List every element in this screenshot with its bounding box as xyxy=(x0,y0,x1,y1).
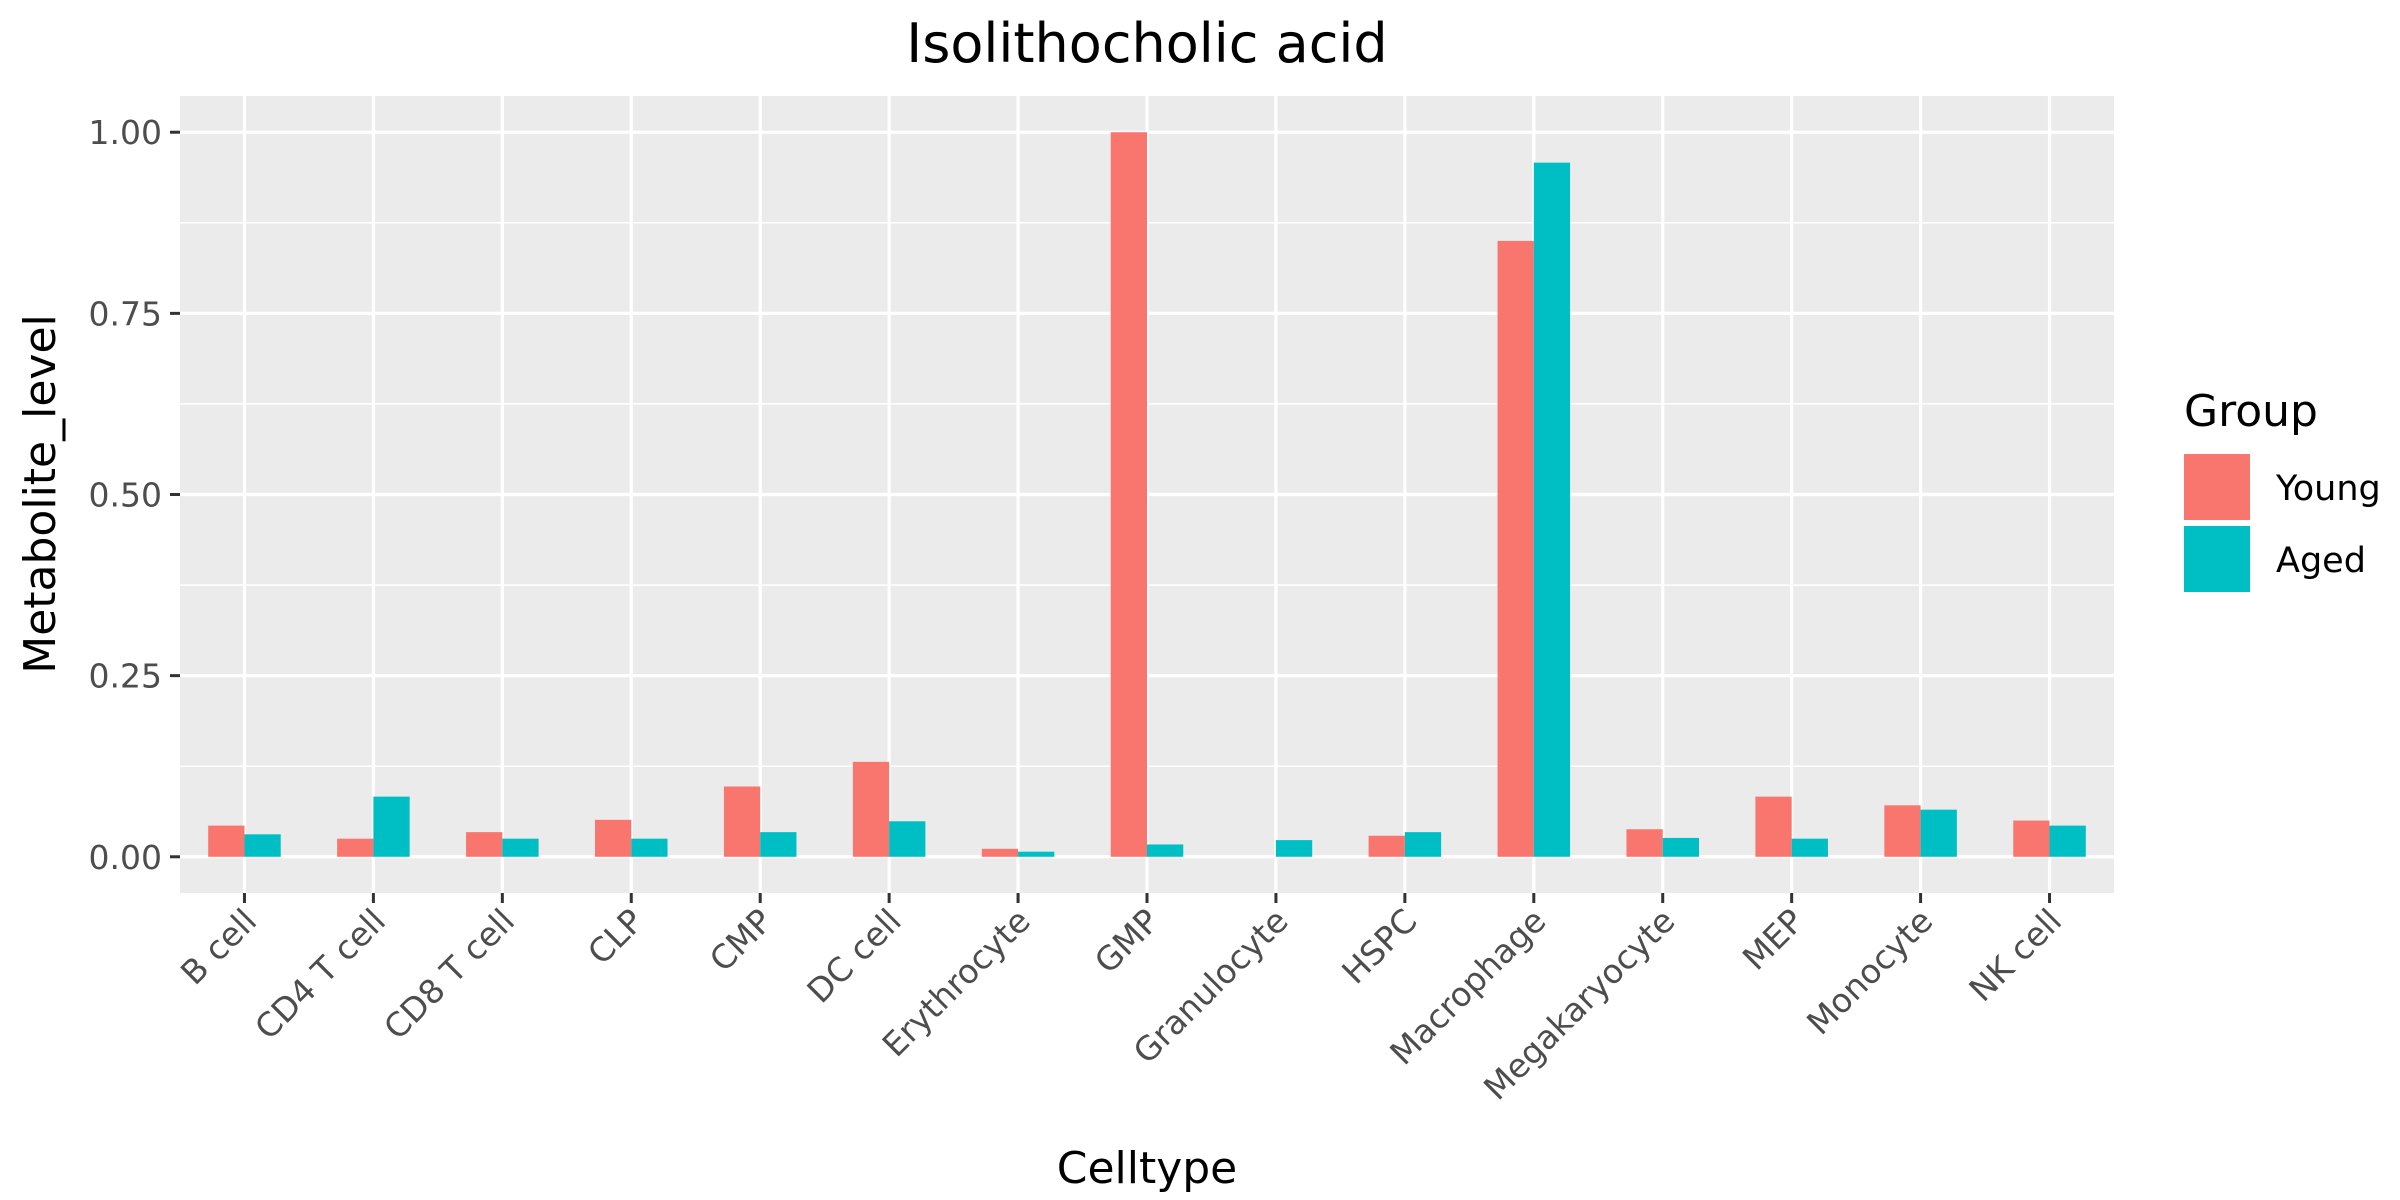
bar-young-dc-cell xyxy=(852,761,890,857)
bars xyxy=(208,132,2086,857)
bar-aged-b-cell xyxy=(244,834,281,857)
bar-aged-cd4-t-cell xyxy=(373,796,410,857)
bar-aged-megakaryocyte xyxy=(1662,837,1699,857)
bar-aged-nk-cell xyxy=(2049,825,2086,857)
bar-young-monocyte xyxy=(1884,805,1921,857)
bar-aged-gmp xyxy=(1147,844,1184,857)
legend-title: Group xyxy=(2184,386,2318,437)
y-tick-label: 0.25 xyxy=(89,657,162,696)
legend-key-aged xyxy=(2184,526,2250,592)
bar-aged-hspc xyxy=(1404,832,1442,857)
bar-young-gmp xyxy=(1110,132,1147,857)
y-tick-label: 1.00 xyxy=(89,113,162,152)
legend-label-young: Young xyxy=(2275,469,2381,509)
x-tick-label: DC cell xyxy=(799,901,908,1010)
y-tick-label: 0.00 xyxy=(89,838,162,877)
bar-aged-cmp xyxy=(760,832,797,857)
bar-young-mep xyxy=(1755,796,1792,857)
x-axis-title: Celltype xyxy=(1057,1143,1238,1194)
bar-young-macrophage xyxy=(1497,240,1534,857)
bar-aged-granulocyte xyxy=(1275,840,1313,857)
x-tick-label: MEP xyxy=(1735,901,1812,978)
x-tick-label: Monocyte xyxy=(1799,901,1940,1042)
bar-young-clp xyxy=(595,819,632,857)
y-axis-title: Metabolite_level xyxy=(15,314,66,674)
x-tick-label: NK cell xyxy=(1961,901,2069,1009)
bar-aged-erythrocyte xyxy=(1018,851,1055,857)
y-tick-label: 0.50 xyxy=(89,476,162,515)
chart-title: Isolithocholic acid xyxy=(906,12,1387,75)
x-tick-label: CD4 T cell xyxy=(247,901,393,1047)
bar-young-megakaryocyte xyxy=(1626,829,1663,857)
bar-young-nk-cell xyxy=(2013,820,2050,857)
legend-key-young xyxy=(2184,454,2250,520)
bar-young-b-cell xyxy=(208,825,245,857)
bar-aged-macrophage xyxy=(1533,162,1571,857)
x-tick-label: HSPC xyxy=(1334,901,1424,991)
x-tick-label: CLP xyxy=(580,901,651,972)
bar-aged-mep xyxy=(1791,838,1828,857)
x-tick-label: CMP xyxy=(702,901,780,979)
y-tick-label: 0.75 xyxy=(89,294,162,333)
bar-young-cmp xyxy=(723,786,761,857)
bar-aged-cd8-t-cell xyxy=(502,838,539,857)
legend-label-aged: Aged xyxy=(2276,541,2366,581)
legend: Group Young Aged xyxy=(2184,386,2381,592)
y-axis: 0.00 0.25 0.50 0.75 1.00 xyxy=(89,113,180,877)
bar-aged-clp xyxy=(631,838,668,857)
bar-young-cd4-t-cell xyxy=(337,838,374,857)
x-tick-label: GMP xyxy=(1087,901,1167,981)
bar-aged-dc-cell xyxy=(889,821,926,857)
x-tick-label: CD8 T cell xyxy=(376,901,522,1047)
bar-young-cd8-t-cell xyxy=(466,832,503,857)
bar-young-hspc xyxy=(1368,835,1405,857)
x-tick-label: B cell xyxy=(173,901,264,992)
bar-aged-monocyte xyxy=(1920,809,1957,857)
bar-young-erythrocyte xyxy=(981,848,1019,857)
